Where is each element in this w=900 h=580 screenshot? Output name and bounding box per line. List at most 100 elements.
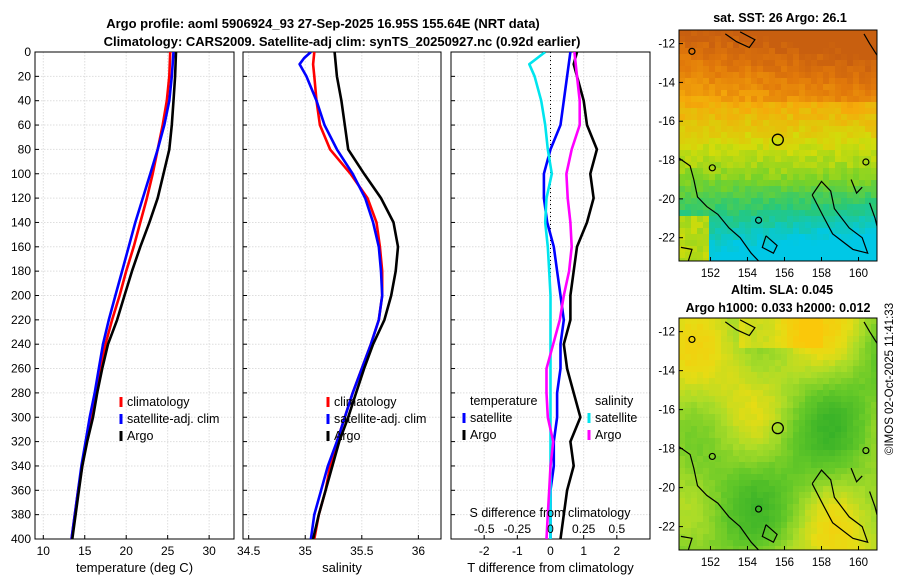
depth-tick-label: 340 xyxy=(11,459,31,473)
x-axis-label: temperature (deg C) xyxy=(76,560,193,575)
map-cells xyxy=(679,30,877,261)
lat-tick-label: -18 xyxy=(658,444,675,456)
lat-tick-label: -18 xyxy=(658,155,675,167)
lon-tick-label: 158 xyxy=(812,557,831,569)
series-temperature-argo xyxy=(559,52,599,539)
coastline-segment xyxy=(863,321,877,344)
x-tick-label: -2 xyxy=(479,544,490,558)
legend-temperature-argo-label: Argo xyxy=(470,428,496,442)
series-satellite-adj-clim xyxy=(298,52,384,539)
depth-tick-label: 20 xyxy=(18,69,32,83)
reef-contour xyxy=(754,505,763,513)
coastline-segment xyxy=(869,491,877,516)
coastline xyxy=(679,31,877,261)
lat-tick-label: -20 xyxy=(658,483,675,495)
depth-tick-label: 360 xyxy=(11,483,31,497)
series-salinity-satellite xyxy=(527,52,554,539)
legend-salinity-argo-label: Argo xyxy=(595,428,621,442)
series-group xyxy=(70,52,178,539)
depth-tick-label: 220 xyxy=(11,313,31,327)
salinity-tick-label: 0.5 xyxy=(608,522,625,536)
lat-tick-label: -22 xyxy=(658,233,675,245)
reef-contour xyxy=(708,452,716,461)
salinity-axis-label: S difference from climatology xyxy=(470,506,632,520)
coastline-segment xyxy=(724,31,756,49)
reef-contour xyxy=(688,47,696,55)
sla-map: 152 154 156 158 160 -12 -14 -16 -18 -20 -22 xyxy=(658,317,878,569)
lon-tick-label: 154 xyxy=(738,268,758,280)
lat-tick-label: -14 xyxy=(658,77,675,89)
sla-map-title-line-1: Altim. SLA: 0.045 xyxy=(731,283,833,297)
depth-tick-label: 60 xyxy=(18,118,32,132)
coastline-segment xyxy=(850,179,863,195)
legend-salinity-satellite-label: satellite xyxy=(595,411,637,425)
argo-position-marker xyxy=(771,133,784,146)
legend-salinity: salinity satellite Argo xyxy=(587,394,637,442)
reef-contour xyxy=(688,335,696,344)
map-frame xyxy=(678,317,878,551)
title-line-1: Argo profile: aoml 5906924_93 27-Sep-202… xyxy=(106,16,540,31)
x-axis-label: salinity xyxy=(322,560,362,575)
coastline-segment xyxy=(680,535,693,550)
reef-contour xyxy=(754,216,763,224)
lat-tick-label: -20 xyxy=(658,194,675,206)
depth-tick-label: 160 xyxy=(11,240,31,254)
lat-tick-label: -16 xyxy=(658,116,675,128)
reef-contour xyxy=(862,158,870,166)
legend-temperature: temperature satellite Argo xyxy=(462,394,537,442)
series-salinity-argo xyxy=(545,52,582,539)
legend-salinity-title: salinity xyxy=(595,394,634,408)
temperature-profile-panel: 10 15 20 25 30020406080100120140160180200220… xyxy=(11,45,235,575)
salinity-tick-label: 0 xyxy=(547,522,554,536)
depth-tick-label: 240 xyxy=(11,337,31,351)
x-tick-label: 0 xyxy=(547,544,554,558)
series-group xyxy=(298,52,400,539)
lat-tick-label: -12 xyxy=(658,327,675,339)
map-cells xyxy=(679,318,877,550)
coastline-segment xyxy=(679,446,760,550)
legend-item-1-label: satellite-adj. clim xyxy=(127,412,219,426)
sst-map: 152 154 156 158 160 -12 -14 -16 -18 -20 -22 xyxy=(658,29,878,280)
depth-tick-label: 0 xyxy=(24,45,31,59)
coastline-segment xyxy=(811,469,869,544)
lon-tick-label: 160 xyxy=(849,268,868,280)
lat-tick-label: -22 xyxy=(658,522,675,534)
imos-credit: ©IMOS 02-Oct-2025 11:41:33 xyxy=(884,303,896,455)
coastline-segment xyxy=(761,524,778,544)
x-axis-label: T difference from climatology xyxy=(467,560,634,575)
series-group xyxy=(527,52,599,539)
reef-contour xyxy=(862,446,870,455)
legend-item-1-label: satellite-adj. clim xyxy=(334,412,426,426)
x-tick-label: 1 xyxy=(580,544,587,558)
sst-map-title: sat. SST: 26 Argo: 26.1 xyxy=(713,11,847,25)
depth-tick-label: 40 xyxy=(18,94,32,108)
series-argo xyxy=(71,52,178,539)
legend-item-0-label: climatology xyxy=(334,395,397,409)
series-argo xyxy=(311,52,400,539)
depth-tick-label: 120 xyxy=(11,191,31,205)
x-tick-label: 35 xyxy=(299,544,313,558)
sla-map-title-line-2: Argo h1000: 0.033 h2000: 0.012 xyxy=(686,301,871,315)
x-tick-label: 20 xyxy=(120,544,134,558)
lon-tick-label: 156 xyxy=(775,557,794,569)
coastline-segment xyxy=(724,319,756,337)
salinity-tick-label: 0.25 xyxy=(572,522,596,536)
coastline-segment xyxy=(811,180,869,255)
depth-tick-label: 200 xyxy=(11,289,31,303)
coastline-segment xyxy=(850,467,863,483)
depth-tick-label: 280 xyxy=(11,386,31,400)
x-tick-label: 36 xyxy=(412,544,426,558)
lon-tick-label: 152 xyxy=(701,268,720,280)
series-temperature-satellite xyxy=(542,52,572,539)
depth-tick-label: 380 xyxy=(11,508,31,522)
coastline-segment xyxy=(679,157,760,261)
x-tick-label: 15 xyxy=(78,544,92,558)
legend-item-2-label: Argo xyxy=(334,429,360,443)
coastline-segment xyxy=(761,235,778,255)
x-tick-label: 2 xyxy=(613,544,620,558)
depth-tick-label: 140 xyxy=(11,215,31,229)
map-frame xyxy=(678,29,878,262)
salinity-tick-label: -0.25 xyxy=(504,522,532,536)
x-tick-label: 10 xyxy=(37,544,51,558)
